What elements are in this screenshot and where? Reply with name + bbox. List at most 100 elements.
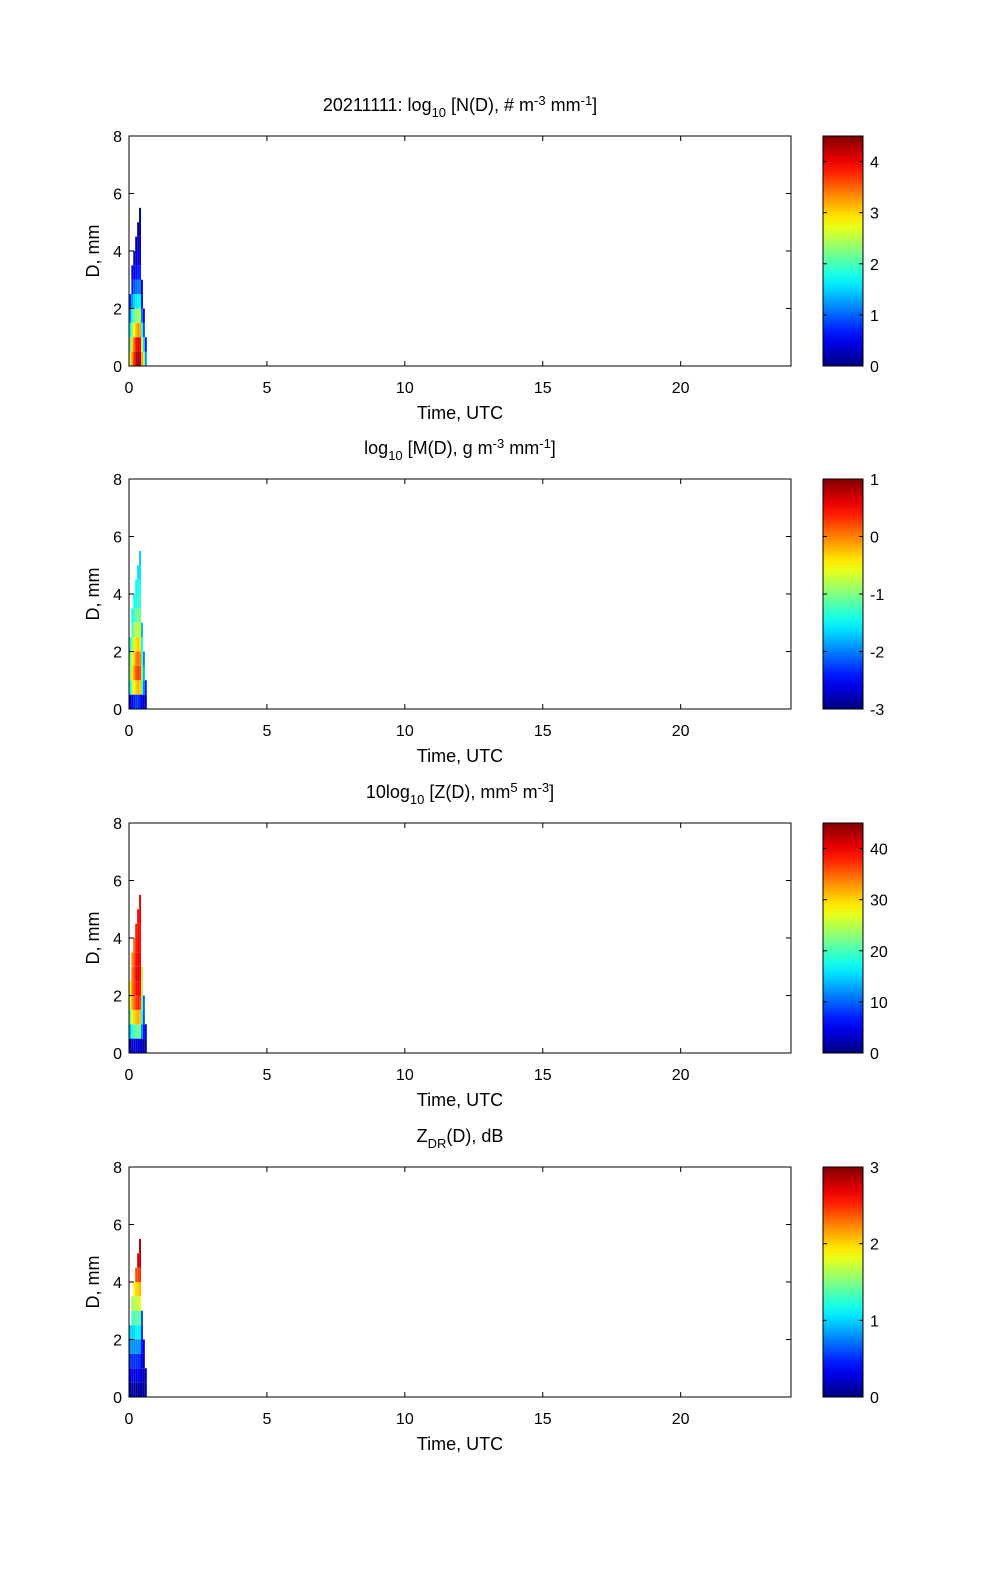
plot3-heatmap-cell [135, 1024, 138, 1039]
plot1-heatmap-cell [141, 308, 143, 323]
plot3-heatmap-cell [137, 966, 140, 982]
plot2-x-tick-label: 0 [125, 723, 134, 740]
plot3-axes-area [129, 823, 791, 1053]
plot4-heatmap-cell [139, 1267, 141, 1283]
plot3-title: 10log10 [Z(D), mm5 m-3] [366, 780, 554, 807]
plot3-heatmap-cell [141, 981, 143, 996]
plot4-heatmap-cell [139, 1325, 141, 1340]
plot2-heatmap-cell [133, 651, 136, 666]
plot4-y-tick-label: 0 [113, 1390, 122, 1407]
plot4-heatmap-cell [133, 1339, 136, 1354]
plot3-heatmap-cell [137, 1024, 140, 1039]
plot2-heatmap-cell [139, 550, 141, 566]
plot3-heatmap-cell [129, 1024, 132, 1039]
plot4-heatmap-cell [141, 1339, 143, 1354]
plot1-heatmap-cell [131, 351, 134, 367]
plot3-heatmap-cell [129, 981, 132, 996]
plot1-title: 20211111: log10 [N(D), # m-3 mm-1] [323, 93, 597, 120]
plot4-x-tick-label: 20 [672, 1411, 690, 1428]
plot4-y-tick-label: 2 [113, 1333, 122, 1350]
plot3-y-tick-label: 0 [113, 1046, 122, 1063]
plot1-heatmap-cell [131, 337, 134, 352]
plot4-heatmap-cell [139, 1253, 141, 1268]
plot4-heatmap-cell [137, 1382, 140, 1398]
plot3-y-axis-label: D, mm [83, 912, 103, 965]
plot2-heatmap-cell [129, 651, 132, 666]
plot2-heatmap-cell [137, 579, 140, 595]
plot3-heatmap-cell [141, 1009, 143, 1025]
plot1-heatmap-cell [135, 337, 138, 352]
plot4-x-axis-label: Time, UTC [417, 1434, 503, 1454]
plot2-heatmap-cell [135, 579, 138, 595]
plot2-heatmap-cell [137, 622, 140, 638]
plot1-heatmap-cell [129, 337, 132, 352]
plot2-colorbar [822, 478, 864, 710]
plot3-heatmap-cell [133, 952, 136, 967]
plot1-heatmap-cell [139, 351, 141, 367]
plot2-x-tick-label: 15 [534, 723, 552, 740]
plot1-heatmap-cell [135, 265, 138, 280]
plot4-x-tick-label: 10 [396, 1411, 414, 1428]
plot4-heatmap-cell [129, 1325, 132, 1340]
plot2-x-axis-label: Time, UTC [417, 746, 503, 766]
plot2-heatmap-cell [137, 637, 140, 652]
plot1-axes-area [129, 136, 791, 366]
plot3-x-tick-label: 20 [672, 1067, 690, 1084]
plot1-heatmap-cell [135, 251, 138, 266]
plot1-colorbar-tick-label: 0 [870, 359, 879, 376]
plot3-heatmap-cell [137, 1009, 140, 1025]
plot4-heatmap-cell [131, 1353, 134, 1369]
plot1-heatmap-cell [129, 294, 132, 309]
plot4-heatmap-cell [137, 1310, 140, 1326]
plot3-heatmap-cell [144, 1038, 147, 1054]
plot1-heatmap-cell [131, 308, 134, 323]
plot4-heatmap-cell [131, 1368, 134, 1383]
plot3-colorbar-tick-label: 0 [870, 1046, 879, 1063]
plot4-heatmap-cell [129, 1368, 132, 1383]
plot1-heatmap-cell [135, 236, 138, 252]
plot3-heatmap-cell [135, 952, 138, 967]
plot1-y-tick-label: 4 [113, 244, 122, 261]
plot4-heatmap-cell [139, 1368, 141, 1383]
plot4-heatmap-cell [139, 1282, 141, 1297]
plot4-heatmap-cell [139, 1238, 141, 1254]
plot2-colorbar-tick-label: -3 [870, 702, 884, 719]
plot3-colorbar-tick-label: 10 [870, 995, 888, 1012]
plot1-heatmap-cell [137, 236, 140, 252]
plot4-x-tick-label: 5 [262, 1411, 271, 1428]
plot2-heatmap-cell [139, 565, 141, 580]
plot3-heatmap-cell [133, 981, 136, 996]
plot1-heatmap-cell [139, 322, 141, 338]
plot4-heatmap-cell [131, 1296, 134, 1311]
plot4-heatmap-cell [133, 1310, 136, 1326]
plot4-heatmap-cell [142, 1368, 145, 1383]
plot4-heatmap-cell [142, 1353, 145, 1369]
plot1-colorbar-tick-label: 1 [870, 308, 879, 325]
plot3-heatmap-cell [137, 952, 140, 967]
plot3-colorbar [822, 822, 864, 1054]
plot3-heatmap-cell [141, 995, 143, 1010]
plot4-heatmap-cell [133, 1282, 136, 1297]
plot2-heatmap-cell [135, 665, 138, 681]
plot3-heatmap-cell [133, 966, 136, 982]
plot2-heatmap-cell [139, 579, 141, 595]
plot4-heatmap-cell [129, 1353, 132, 1369]
plot3-heatmap-cell [131, 966, 134, 982]
plot3-y-tick-label: 8 [113, 816, 122, 833]
plot1-heatmap-cell [139, 294, 141, 309]
plot2-heatmap-cell [142, 651, 145, 666]
plot4-y-tick-label: 8 [113, 1160, 122, 1177]
plot2-heatmap-cell [137, 608, 140, 623]
plot2-heatmap-cell [133, 680, 136, 695]
plot4-heatmap-cell [139, 1382, 141, 1398]
plot2-heatmap-cell [129, 665, 132, 681]
plot2-y-axis-label: D, mm [83, 568, 103, 621]
plot2-heatmap-cell [137, 594, 140, 609]
plot3-heatmap-cell [135, 995, 138, 1010]
plot3-heatmap-cell [131, 1038, 134, 1054]
plot1-heatmap-cell [139, 207, 141, 223]
plot4-heatmap-cell [135, 1296, 138, 1311]
plot4-heatmap-cell [133, 1296, 136, 1311]
